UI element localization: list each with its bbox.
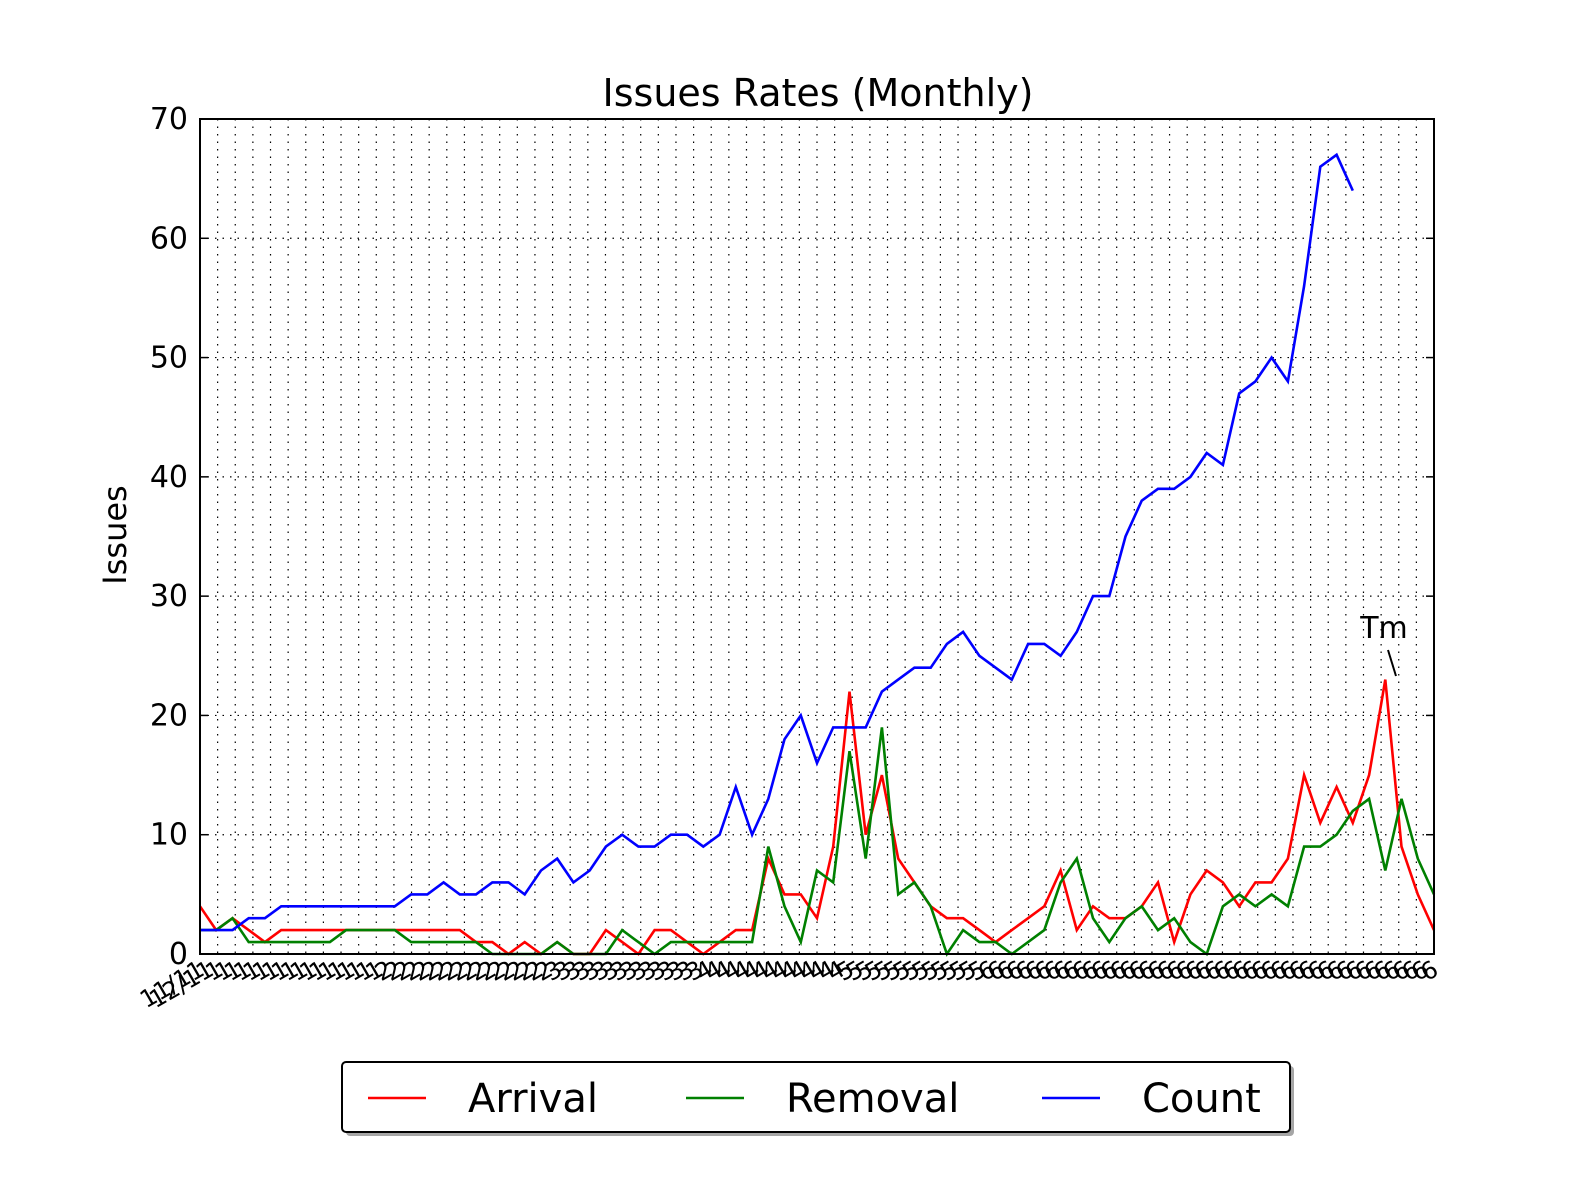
annotation-text: Tm <box>1359 611 1408 646</box>
y-tick-label: 30 <box>150 579 188 614</box>
grid <box>200 119 1434 954</box>
y-tick-label: 60 <box>150 221 188 256</box>
annotation-arrow <box>1387 649 1397 677</box>
series-line-arrival <box>198 679 1436 956</box>
chart-title: Issues Rates (Monthly) <box>603 71 1034 115</box>
legend-box <box>341 1061 1291 1133</box>
legend-label-removal: Removal <box>786 1076 959 1122</box>
y-axis: 0 10 20 30 40 50 60 70 <box>150 102 1434 972</box>
legend: Arrival Removal Count <box>341 1061 1294 1136</box>
legend-label-arrival: Arrival <box>468 1076 598 1122</box>
y-tick-label: 0 <box>169 937 188 972</box>
x-axis: 11/1112/11111111111111111111222222222222… <box>135 955 1443 1014</box>
y-tick-label: 20 <box>150 698 188 733</box>
y-tick-label: 40 <box>150 460 188 495</box>
plot-frame <box>199 118 1435 955</box>
y-tick-label: 10 <box>150 818 188 853</box>
series-line-count <box>200 152 1354 932</box>
y-tick-label: 50 <box>150 341 188 376</box>
y-axis-label: Issues <box>96 485 134 584</box>
series-line-removal <box>200 727 1436 957</box>
y-tick-label: 70 <box>150 102 188 137</box>
annotation-tm: Tm <box>1359 611 1408 677</box>
series-group <box>198 152 1436 957</box>
legend-label-count: Count <box>1142 1076 1261 1122</box>
